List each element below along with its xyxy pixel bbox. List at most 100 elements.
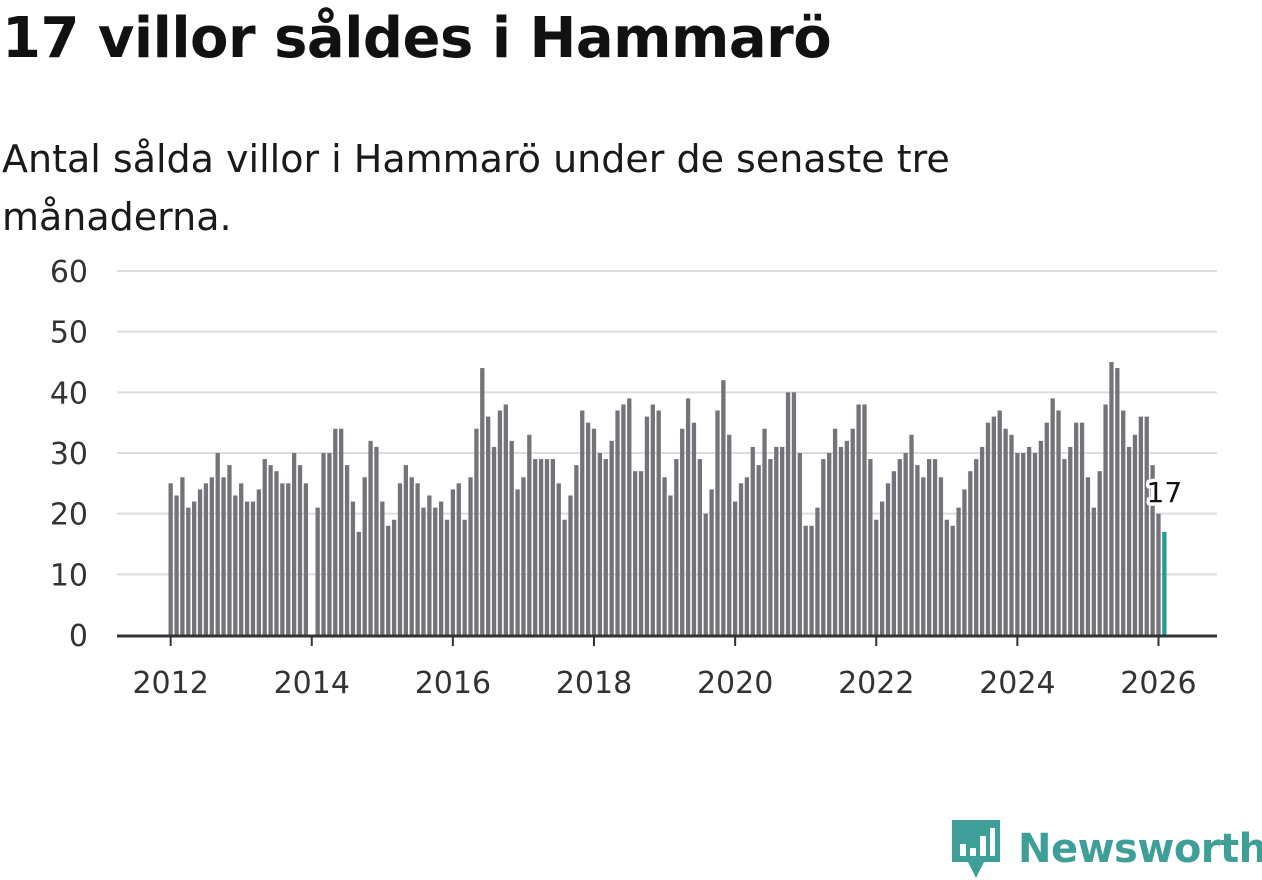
y-tick-label-30: 30 bbox=[50, 437, 88, 472]
bar bbox=[533, 459, 538, 635]
x-tick-label-2014: 2014 bbox=[274, 666, 350, 701]
bar bbox=[780, 446, 785, 635]
bar bbox=[785, 392, 791, 635]
bar bbox=[644, 416, 650, 635]
bar bbox=[962, 489, 967, 635]
bar bbox=[1062, 459, 1067, 635]
bar bbox=[239, 483, 244, 635]
bar bbox=[1068, 446, 1073, 635]
bar bbox=[727, 434, 732, 635]
bar bbox=[1109, 362, 1114, 635]
bar bbox=[333, 428, 338, 635]
bar bbox=[497, 410, 503, 635]
bar bbox=[756, 465, 761, 635]
bar bbox=[915, 465, 920, 635]
bar bbox=[1003, 428, 1008, 635]
bar bbox=[862, 404, 867, 635]
bar bbox=[597, 453, 603, 635]
bar bbox=[174, 495, 179, 635]
bar bbox=[738, 483, 744, 635]
bar bbox=[291, 453, 297, 635]
y-tick-label-40: 40 bbox=[50, 376, 88, 411]
bar bbox=[486, 416, 491, 635]
bar bbox=[674, 459, 679, 635]
bar bbox=[615, 410, 620, 635]
bar bbox=[585, 422, 591, 635]
bar bbox=[768, 459, 773, 635]
bar bbox=[474, 428, 479, 635]
bar bbox=[662, 477, 667, 635]
y-tick-label-50: 50 bbox=[50, 316, 88, 351]
bar bbox=[568, 495, 573, 635]
bar bbox=[1079, 422, 1085, 635]
bar bbox=[1074, 422, 1079, 635]
bar bbox=[368, 440, 373, 635]
chart-title: 17 villor såldes i Hammarö bbox=[2, 6, 832, 71]
bar bbox=[438, 501, 444, 635]
bar bbox=[821, 459, 826, 635]
bar bbox=[580, 410, 585, 635]
bar bbox=[827, 453, 832, 635]
bar bbox=[1009, 434, 1014, 635]
bar bbox=[1138, 416, 1143, 635]
bar bbox=[809, 525, 814, 635]
bar bbox=[956, 507, 961, 635]
bar bbox=[927, 459, 932, 635]
bar bbox=[221, 477, 226, 635]
bar bbox=[409, 477, 414, 635]
bar bbox=[815, 507, 820, 635]
bar bbox=[456, 483, 461, 635]
bar bbox=[1115, 368, 1120, 635]
bar bbox=[621, 404, 626, 635]
y-tick-label-0: 0 bbox=[69, 619, 88, 654]
bar bbox=[1121, 410, 1126, 635]
bar bbox=[274, 471, 279, 635]
bar bbox=[791, 392, 797, 635]
bar bbox=[868, 459, 873, 635]
bar bbox=[932, 459, 938, 635]
bar bbox=[1156, 513, 1161, 635]
bar bbox=[1015, 453, 1020, 635]
bar bbox=[186, 507, 191, 635]
bar bbox=[721, 380, 726, 635]
bar bbox=[1056, 410, 1061, 635]
bar bbox=[244, 501, 250, 635]
bar bbox=[556, 483, 561, 635]
bar bbox=[250, 501, 256, 635]
bar bbox=[350, 501, 356, 635]
bar bbox=[544, 459, 550, 635]
bar bbox=[750, 446, 755, 635]
bar bbox=[1144, 416, 1149, 635]
bar-chart-badge-icon bbox=[952, 820, 1000, 878]
bar bbox=[356, 531, 361, 635]
bar bbox=[521, 477, 526, 635]
bar bbox=[885, 483, 891, 635]
bar bbox=[339, 428, 344, 635]
bar bbox=[709, 489, 714, 635]
y-tick-label-10: 10 bbox=[50, 558, 88, 593]
bar bbox=[209, 477, 214, 635]
bar bbox=[697, 459, 702, 635]
bar bbox=[1103, 404, 1108, 635]
bar bbox=[515, 489, 520, 635]
bar bbox=[262, 459, 267, 635]
x-tick-label-2026: 2026 bbox=[1120, 666, 1196, 701]
newsworthy-logo: Newsworthy bbox=[950, 818, 1262, 880]
bar bbox=[1150, 465, 1155, 635]
bar bbox=[180, 477, 185, 635]
bar bbox=[650, 404, 655, 635]
chart-subtitle: Antal sålda villor i Hammarö under de se… bbox=[2, 137, 950, 239]
bar bbox=[491, 446, 497, 635]
bar bbox=[991, 416, 996, 635]
y-tick-label-20: 20 bbox=[50, 498, 88, 533]
bar bbox=[168, 483, 173, 635]
bar bbox=[1132, 434, 1138, 635]
x-tick-label-2018: 2018 bbox=[556, 666, 632, 701]
bar bbox=[921, 477, 926, 635]
bar bbox=[1021, 453, 1026, 635]
bar bbox=[1032, 453, 1038, 635]
bar bbox=[668, 495, 673, 635]
bar bbox=[374, 446, 379, 635]
bar bbox=[680, 428, 685, 635]
bar bbox=[197, 489, 203, 635]
